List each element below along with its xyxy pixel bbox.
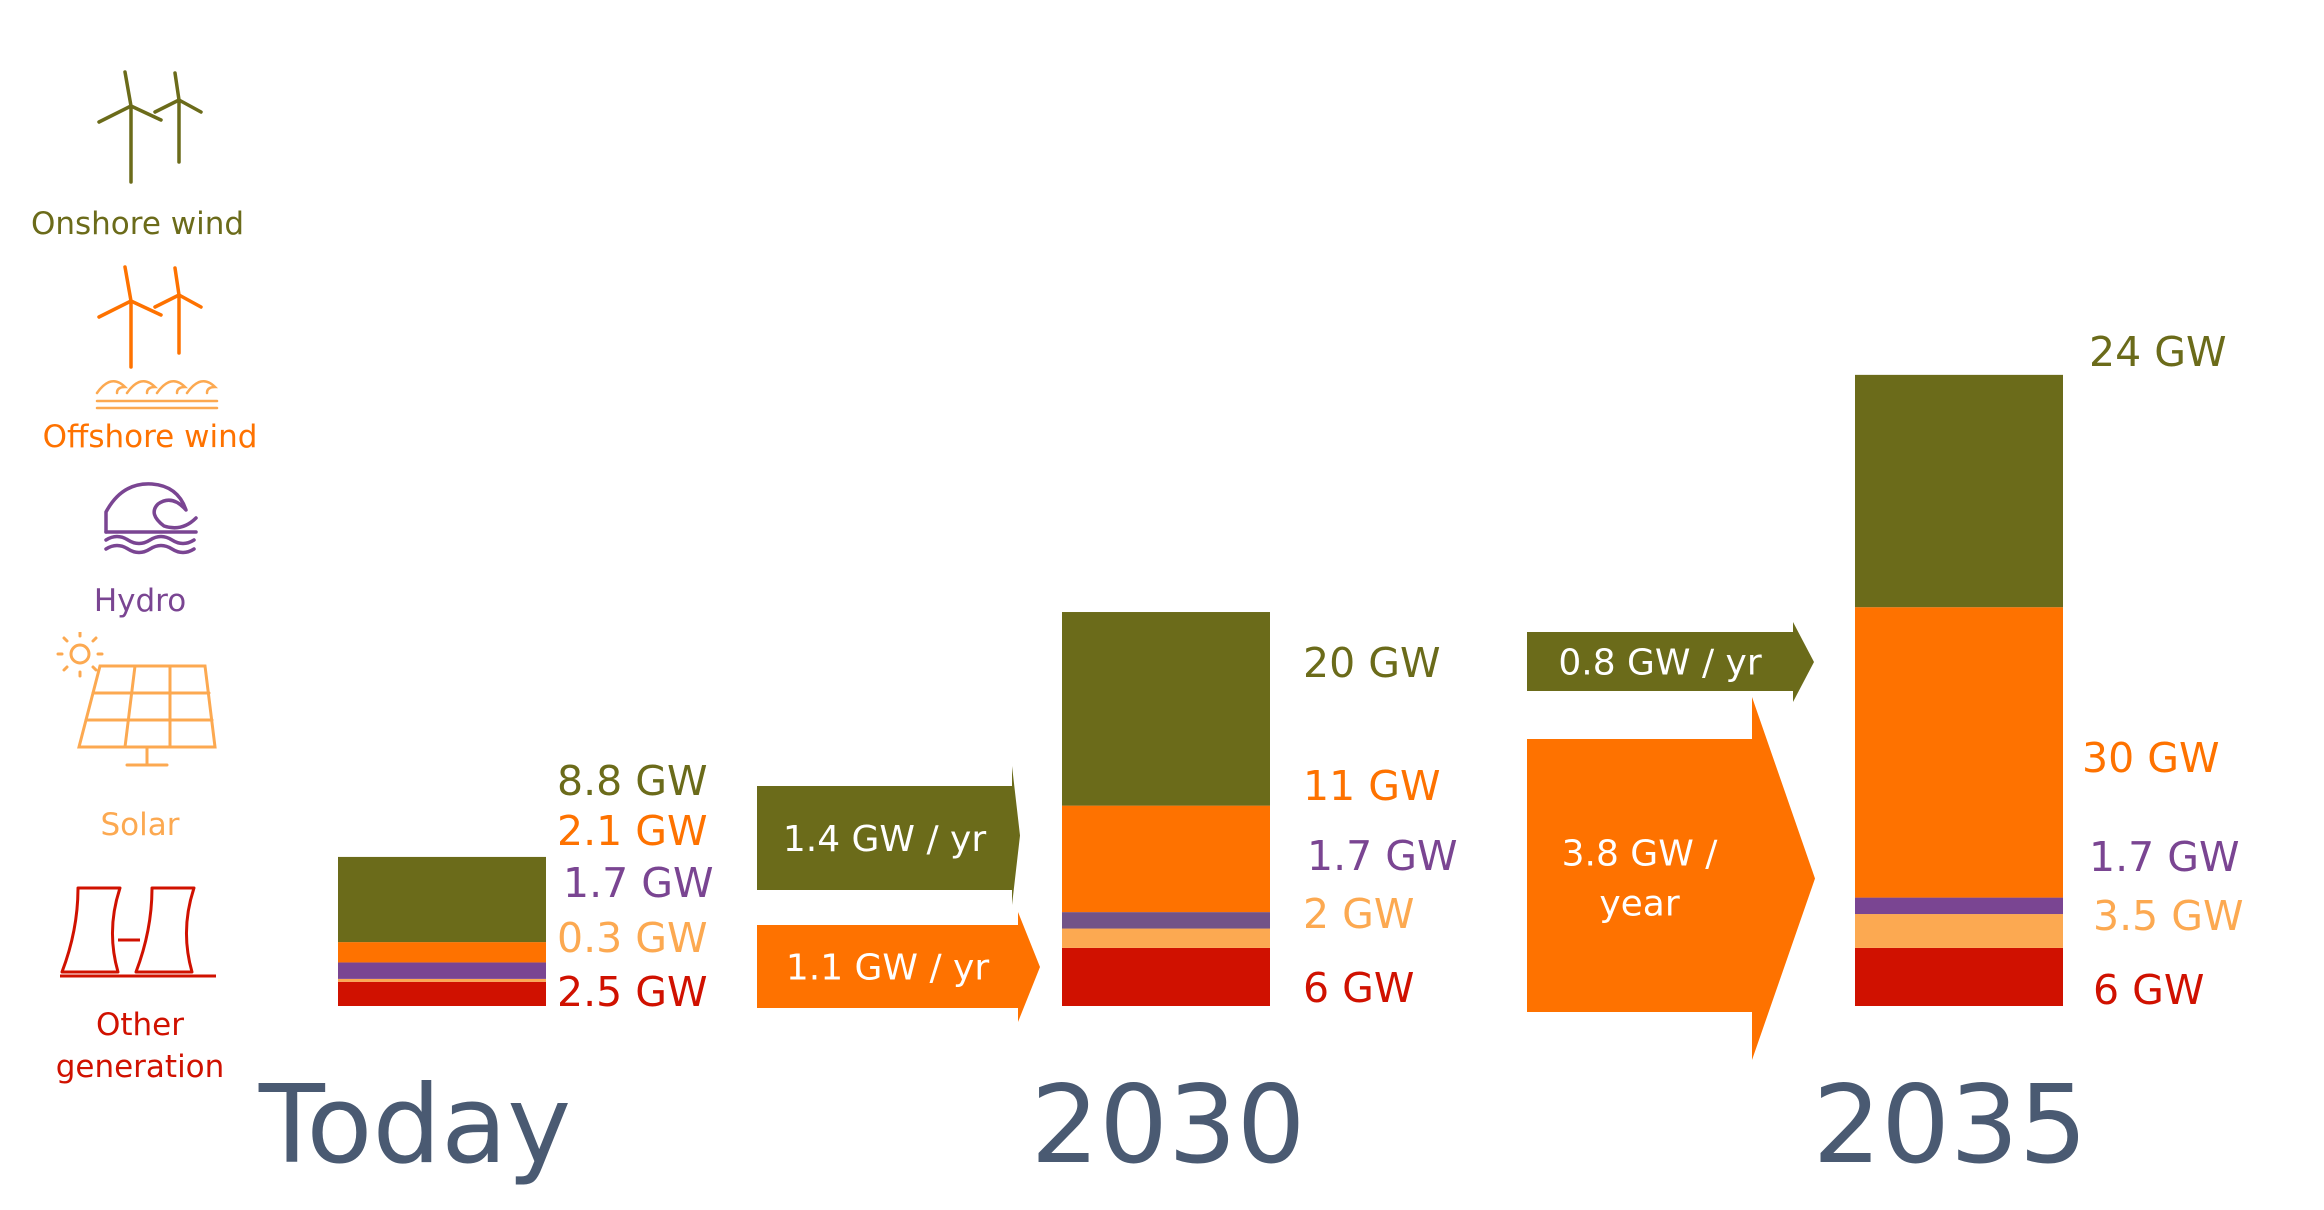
bar-segment-onshore-today <box>338 856 546 943</box>
bar-segment-offshore-today <box>338 942 546 963</box>
legend-label-onshore: Onshore wind <box>30 206 245 242</box>
bar-segment-offshore-2030 <box>1062 805 1270 913</box>
legend-label-other: Other generation <box>30 1004 250 1088</box>
legend-label-other-line2: generation <box>55 1049 225 1085</box>
value-label-onshore-2035: 24 GW <box>2089 328 2227 376</box>
wind-turbines-icon <box>97 70 203 184</box>
growth-arrow-onshore-2030-2035 <box>1527 622 1814 702</box>
growth-arrows: 1.4 GW / yr 1.1 GW / yr 0.8 GW / yr 3.8 GW … <box>757 622 1815 1060</box>
value-label-onshore-2030: 20 GW <box>1303 639 1441 687</box>
bar-segment-solar-2035 <box>1855 914 2063 948</box>
bar-segment-hydro-today <box>338 962 546 979</box>
legend-label-hydro: Hydro <box>93 583 187 619</box>
bar-segment-onshore-2030 <box>1062 612 1270 806</box>
bar-segment-other-today <box>338 981 546 1006</box>
value-label-offshore-2030: 11 GW <box>1303 762 1441 810</box>
period-label-2035: 2035 <box>1813 1063 2088 1188</box>
value-label-offshore-2035: 30 GW <box>2082 734 2220 782</box>
bar-segment-offshore-2035 <box>1855 607 2063 898</box>
bar-segment-other-2035 <box>1855 947 2063 1006</box>
wave-icon <box>104 482 198 555</box>
growth-arrow-label: 1.1 GW / yr <box>786 948 990 989</box>
growth-arrow-label-line1: 3.8 GW / <box>1562 834 1719 875</box>
bar-segment-hydro-2030 <box>1062 912 1270 929</box>
legend-label-other-line1: Other <box>95 1007 185 1043</box>
growth-arrow-label-line2: year <box>1599 884 1680 925</box>
value-label-hydro-today: 1.7 GW <box>563 859 714 907</box>
growth-arrow-label: 0.8 GW / yr <box>1558 643 1762 684</box>
value-label-hydro-2035: 1.7 GW <box>2089 833 2240 881</box>
bar-segment-solar-today <box>338 978 546 982</box>
growth-arrow-offshore-2030-2035 <box>1527 697 1815 1060</box>
offshore-wind-turbines-icon <box>95 265 219 410</box>
value-label-solar-2030: 2 GW <box>1303 890 1414 938</box>
growth-arrow-offshore-today-2030 <box>757 912 1040 1022</box>
value-label-onshore-today: 8.8 GW <box>557 757 708 805</box>
value-label-other-2035: 6 GW <box>2093 966 2204 1014</box>
bar-segment-other-2030 <box>1062 947 1270 1006</box>
value-label-other-today: 2.5 GW <box>557 968 708 1016</box>
period-label-today: Today <box>258 1063 571 1188</box>
value-label-hydro-2030: 1.7 GW <box>1307 832 1458 880</box>
period-labels: Today 2030 2035 <box>258 1063 2088 1188</box>
legend-label-solar: Solar <box>100 807 180 843</box>
value-label-solar-2035: 3.5 GW <box>2093 892 2244 940</box>
solar-panel-icon <box>56 632 217 767</box>
value-label-other-2030: 6 GW <box>1303 964 1414 1012</box>
growth-arrow-onshore-today-2030 <box>757 766 1020 905</box>
legend-label-offshore: Offshore wind <box>42 419 258 455</box>
growth-arrow-label: 1.4 GW / yr <box>783 819 987 860</box>
power-plant-icon <box>60 886 216 978</box>
bar-segment-onshore-2035 <box>1855 374 2063 608</box>
value-label-solar-today: 0.3 GW <box>557 914 708 962</box>
bar-segment-solar-2030 <box>1062 928 1270 948</box>
period-label-2030: 2030 <box>1031 1063 1306 1188</box>
value-label-offshore-today: 2.1 GW <box>557 807 708 855</box>
bars <box>338 374 2063 1006</box>
value-labels: 2.5 GW0.3 GW1.7 GW2.1 GW8.8 GW6 GW2 GW1.… <box>557 328 2244 1016</box>
bar-segment-hydro-2035 <box>1855 897 2063 915</box>
